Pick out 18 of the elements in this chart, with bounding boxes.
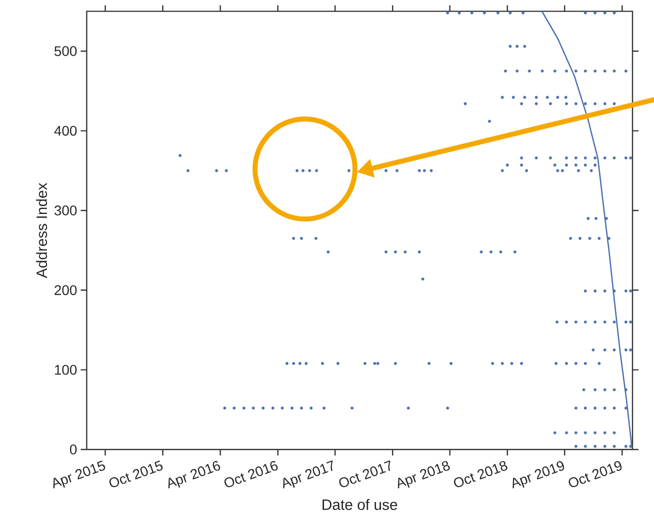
x-tick-label: Oct 2018 <box>454 461 508 488</box>
x-tick-label: Apr 2017 <box>283 460 333 489</box>
x-axis-title: Date of use <box>322 499 398 510</box>
y-tick-label: 400 <box>54 126 77 136</box>
x-tick-label: Oct 2019 <box>568 461 622 488</box>
y-tick-label: 0 <box>70 444 77 454</box>
x-tick-label: Oct 2016 <box>224 461 278 488</box>
x-tick-label: Apr 2015 <box>53 460 106 489</box>
x-tick-label: Apr 2016 <box>168 461 220 489</box>
y-tick-label: 200 <box>54 285 77 296</box>
x-tick-label: Oct 2017 <box>339 460 390 488</box>
y-tick-label: 300 <box>54 206 77 216</box>
y-tick-label: 100 <box>54 364 77 375</box>
x-tick-label: Oct 2015 <box>109 460 163 488</box>
x-tick-label: Apr 2018 <box>398 461 450 489</box>
x-tick-label: Apr 2019 <box>512 461 564 489</box>
y-axis-title: Address Index <box>36 182 48 278</box>
y-tick-label: 500 <box>54 46 77 56</box>
